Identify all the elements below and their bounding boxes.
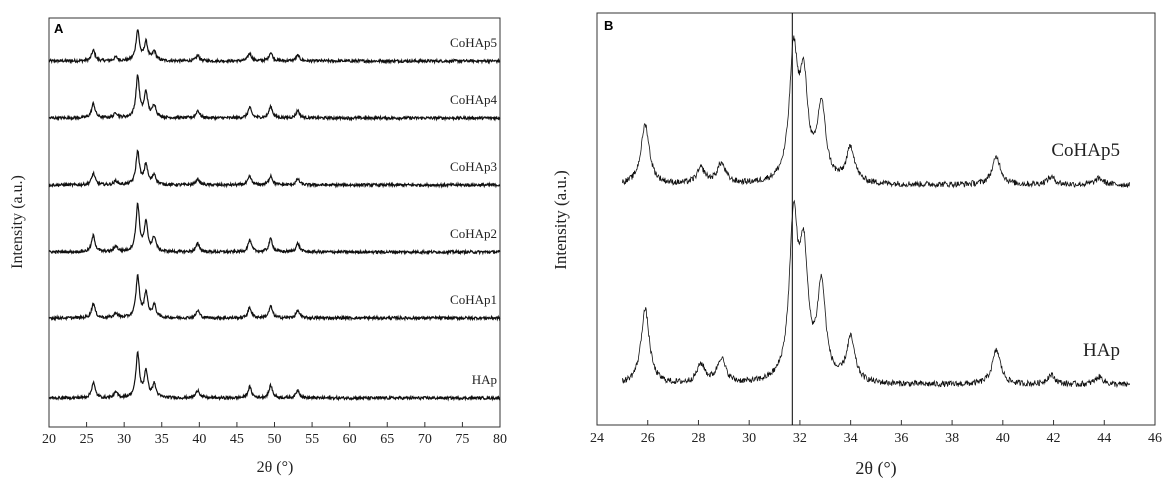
- panel-b-x-tick-label: 32: [793, 431, 807, 446]
- panel-b-x-tick-label: 36: [894, 431, 908, 446]
- panel-a-x-tick-label: 30: [117, 432, 131, 447]
- panel-b: B 24 26 28 30 32 34 36 38 40 42 44 46 CoHAp5 HAp 2θ …: [551, 12, 1162, 479]
- panel-b-x-tick-label: 26: [641, 431, 655, 446]
- panel-b-x-tick-label: 28: [691, 431, 705, 446]
- panel-a-series-label: CoHAp3: [450, 159, 497, 174]
- panel-a-x-tick-label: 80: [493, 432, 507, 447]
- panel-a-series: CoHAp5 CoHAp4 CoHAp3 CoHAp2 CoHAp1 HAp: [48, 29, 501, 402]
- panel-a-x-tick-label: 65: [380, 432, 394, 447]
- panel-b-x-tick-label: 46: [1148, 431, 1162, 446]
- panel-b-x-tick-label: 38: [945, 431, 959, 446]
- panel-a: A 20 25 30 35 40 45 50 55 60 65 70 75 80 CoHAp5CoHAp…: [9, 17, 507, 476]
- panel-b-x-tick-label: 40: [996, 431, 1010, 446]
- panel-a-series-label: HAp: [472, 372, 497, 387]
- panel-a-x-tick-label: 20: [42, 432, 56, 447]
- panel-b-x-tick-label: 34: [844, 431, 858, 446]
- panel-b-series-label: CoHAp5: [1051, 140, 1120, 161]
- panel-b-frame: [596, 12, 1156, 426]
- panel-a-series-line: [48, 273, 501, 322]
- panel-a-x-tick-label: 55: [305, 432, 319, 447]
- panel-a-series-line: [48, 29, 501, 65]
- panel-b-y-axis-label: Intensity (a.u.): [551, 170, 570, 270]
- panel-a-series-label: CoHAp4: [450, 92, 497, 107]
- panel-a-series-label: CoHAp2: [450, 226, 497, 241]
- panel-a-x-tick-label: 35: [155, 432, 169, 447]
- panel-a-x-tick-label: 50: [268, 432, 282, 447]
- panel-b-x-axis: 24 26 28 30 32 34 36 38 40 42 44 46: [590, 420, 1162, 446]
- panel-a-x-axis-label: 2θ (°): [257, 459, 294, 476]
- panel-a-x-tick-label: 25: [80, 432, 94, 447]
- panel-a-x-tick-label: 40: [192, 432, 206, 447]
- panel-b-series-line: [621, 199, 1131, 389]
- panel-b-series: CoHAp5 HAp: [621, 35, 1131, 389]
- panel-a-frame: [48, 17, 501, 428]
- panel-b-x-tick-label: 44: [1097, 431, 1111, 446]
- panel-a-series-line: [48, 74, 501, 122]
- panel-b-x-tick-label: 42: [1047, 431, 1061, 446]
- panel-a-x-axis: 20 25 30 35 40 45 50 55 60 65 70 75 80: [42, 422, 507, 447]
- panel-a-y-axis-label: Intensity (a.u.): [9, 175, 26, 269]
- panel-a-x-tick-label: 70: [418, 432, 432, 447]
- panel-a-series-label: CoHAp1: [450, 292, 497, 307]
- panel-a-x-tick-label: 60: [343, 432, 357, 447]
- panel-b-letter: B: [604, 18, 613, 33]
- panel-b-x-tick-label: 30: [742, 431, 756, 446]
- panel-a-series-line: [48, 202, 501, 256]
- panel-a-series-line: [48, 149, 501, 189]
- panel-a-series-line: [48, 350, 501, 402]
- panel-b-series-line: [621, 35, 1131, 189]
- panel-b-x-axis-label: 2θ (°): [855, 458, 896, 479]
- panel-b-x-tick-label: 24: [590, 431, 604, 446]
- panel-a-x-tick-label: 45: [230, 432, 244, 447]
- panel-b-series-label: HAp: [1083, 340, 1120, 361]
- panel-a-x-tick-label: 75: [455, 432, 469, 447]
- panel-a-series-label: CoHAp5: [450, 35, 497, 50]
- panel-a-letter: A: [54, 21, 64, 36]
